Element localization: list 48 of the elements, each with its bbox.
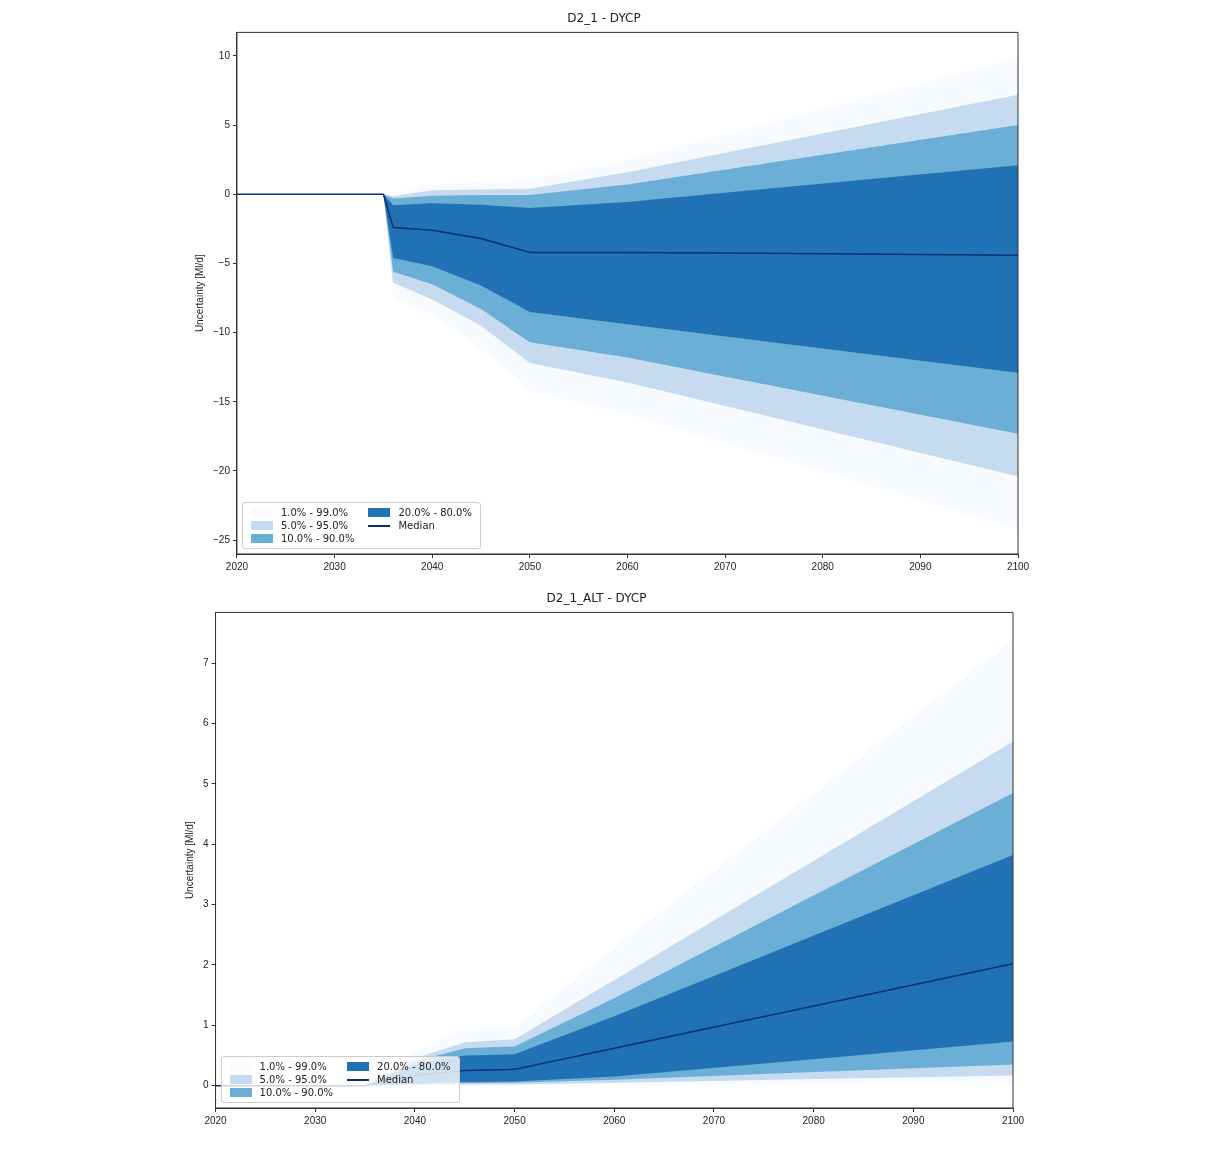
x-tick-label: 2040 (403, 1114, 427, 1126)
x-tick-label: 2050 (503, 1114, 527, 1126)
legend-label: 5.0% - 95.0% (280, 520, 349, 531)
chart-title: D2_1 - DYCP (567, 11, 641, 26)
y-tick-label: 6 (203, 717, 209, 729)
y-axis-title: Uncertainty [Ml/d] (183, 821, 195, 900)
y-axis-title: Uncertainty [Ml/d] (193, 254, 205, 333)
legend-label: Median (377, 1074, 414, 1085)
y-tick-label: 3 (203, 898, 209, 910)
chart-title: D2_1_ALT - DYCP (546, 591, 647, 606)
y-tick-label: −20 (212, 464, 231, 476)
y-tick-label: 0 (203, 1079, 209, 1091)
y-tick-label: −25 (212, 533, 231, 545)
y-tick-label: −15 (212, 395, 231, 407)
x-tick-label: 2060 (616, 560, 640, 572)
x-tick-label: 2030 (304, 1114, 327, 1126)
legend-label: 10.0% - 90.0% (280, 533, 355, 544)
legend-label: 5.0% - 95.0% (259, 1074, 327, 1085)
x-tick-label: 2090 (909, 560, 932, 572)
y-tick-label: 0 (224, 188, 231, 200)
y-tick-label: 10 (218, 49, 231, 61)
x-tick-label: 2050 (518, 560, 542, 572)
y-tick-label: 5 (224, 118, 231, 130)
y-tick-label: −5 (218, 257, 231, 269)
x-tick-label: 2100 (1006, 560, 1030, 572)
x-tick-label: 2060 (603, 1114, 626, 1126)
y-tick-label: −10 (212, 326, 231, 338)
legend-label: 1.0% - 99.0% (280, 507, 349, 518)
legend-label: 20.0% - 80.0% (398, 507, 472, 518)
x-tick-label: 2090 (902, 1114, 925, 1126)
y-tick-label: 7 (203, 656, 209, 668)
x-tick-label: 2070 (702, 1114, 726, 1126)
y-tick-label: 5 (203, 777, 209, 789)
legend-label: Median (398, 520, 435, 531)
x-tick-label: 2020 (204, 1114, 228, 1126)
x-tick-label: 2020 (225, 560, 249, 572)
x-tick-label: 2030 (323, 560, 347, 572)
x-tick-label: 2080 (811, 560, 835, 572)
x-tick-label: 2100 (1001, 1114, 1025, 1126)
legend-label: 10.0% - 90.0% (259, 1087, 334, 1098)
legend-label: 1.0% - 99.0% (259, 1061, 327, 1072)
y-tick-label: 2 (203, 958, 209, 970)
y-tick-label: 1 (203, 1019, 209, 1031)
x-tick-label: 2080 (802, 1114, 826, 1126)
y-tick-label: 4 (203, 837, 209, 849)
legend-label: 20.0% - 80.0% (377, 1061, 451, 1072)
x-tick-label: 2070 (713, 560, 737, 572)
x-tick-label: 2040 (421, 560, 444, 572)
